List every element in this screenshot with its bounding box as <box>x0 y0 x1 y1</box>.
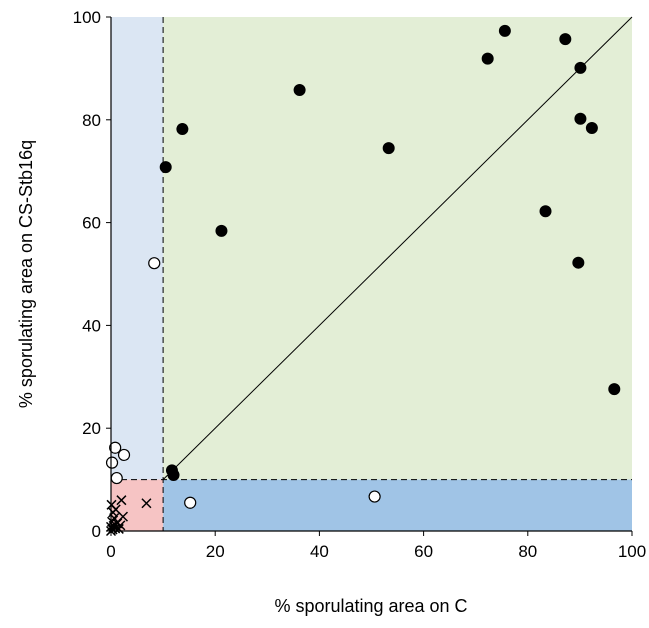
point-filled-circle <box>574 61 587 74</box>
point-filled-circle <box>572 256 585 269</box>
axes <box>106 16 633 536</box>
point-filled-circle <box>215 224 228 237</box>
threshold-guides <box>111 16 633 531</box>
y-axis-title: % sporulating area on CS-Stb16q <box>16 140 36 408</box>
x-tick-label: 60 <box>414 542 433 561</box>
point-open-circle <box>368 490 381 503</box>
x-tick-label: 80 <box>518 542 537 561</box>
point-filled-circle <box>585 122 598 135</box>
point-filled-circle <box>382 142 395 155</box>
y-tick-label: 80 <box>82 111 101 130</box>
region-blue <box>163 479 632 531</box>
x-tick-label: 40 <box>310 542 329 561</box>
point-open-circle <box>148 257 161 270</box>
x-tick-label: 20 <box>206 542 225 561</box>
y-tick-label: 0 <box>92 522 101 541</box>
point-filled-circle <box>574 112 587 125</box>
point-filled-circle <box>559 33 572 46</box>
tick-labels: 0 20 40 60 80 100 0 20 40 60 80 100 <box>73 8 647 561</box>
y-tick-label: 60 <box>82 214 101 233</box>
x-tick-label: 100 <box>618 542 646 561</box>
y-tick-label: 40 <box>82 316 101 335</box>
point-filled-circle <box>176 123 189 136</box>
point-filled-circle <box>481 52 494 65</box>
point-cross <box>117 511 129 522</box>
point-filled-circle <box>167 468 180 481</box>
point-filled-circle <box>159 161 172 174</box>
x-tick-label: 0 <box>106 542 115 561</box>
point-open-circle <box>184 496 197 509</box>
region-light-blue <box>111 17 164 480</box>
point-cross <box>115 520 126 531</box>
point-cross <box>116 495 127 506</box>
x-axis-title: % sporulating area on C <box>274 596 467 616</box>
point-filled-circle <box>539 205 552 218</box>
identity-line <box>162 16 633 480</box>
point-open-circle <box>110 471 123 485</box>
point-filled-circle <box>608 383 621 396</box>
point-filled-circle <box>498 24 511 37</box>
point-cross <box>141 498 152 509</box>
y-tick-label: 100 <box>73 8 101 27</box>
point-open-circle <box>117 448 131 462</box>
data-points <box>105 24 621 537</box>
point-filled-circle <box>293 83 306 96</box>
point-open-circle <box>109 441 122 454</box>
point-open-circle <box>105 456 119 469</box>
y-tick-label: 20 <box>82 419 101 438</box>
